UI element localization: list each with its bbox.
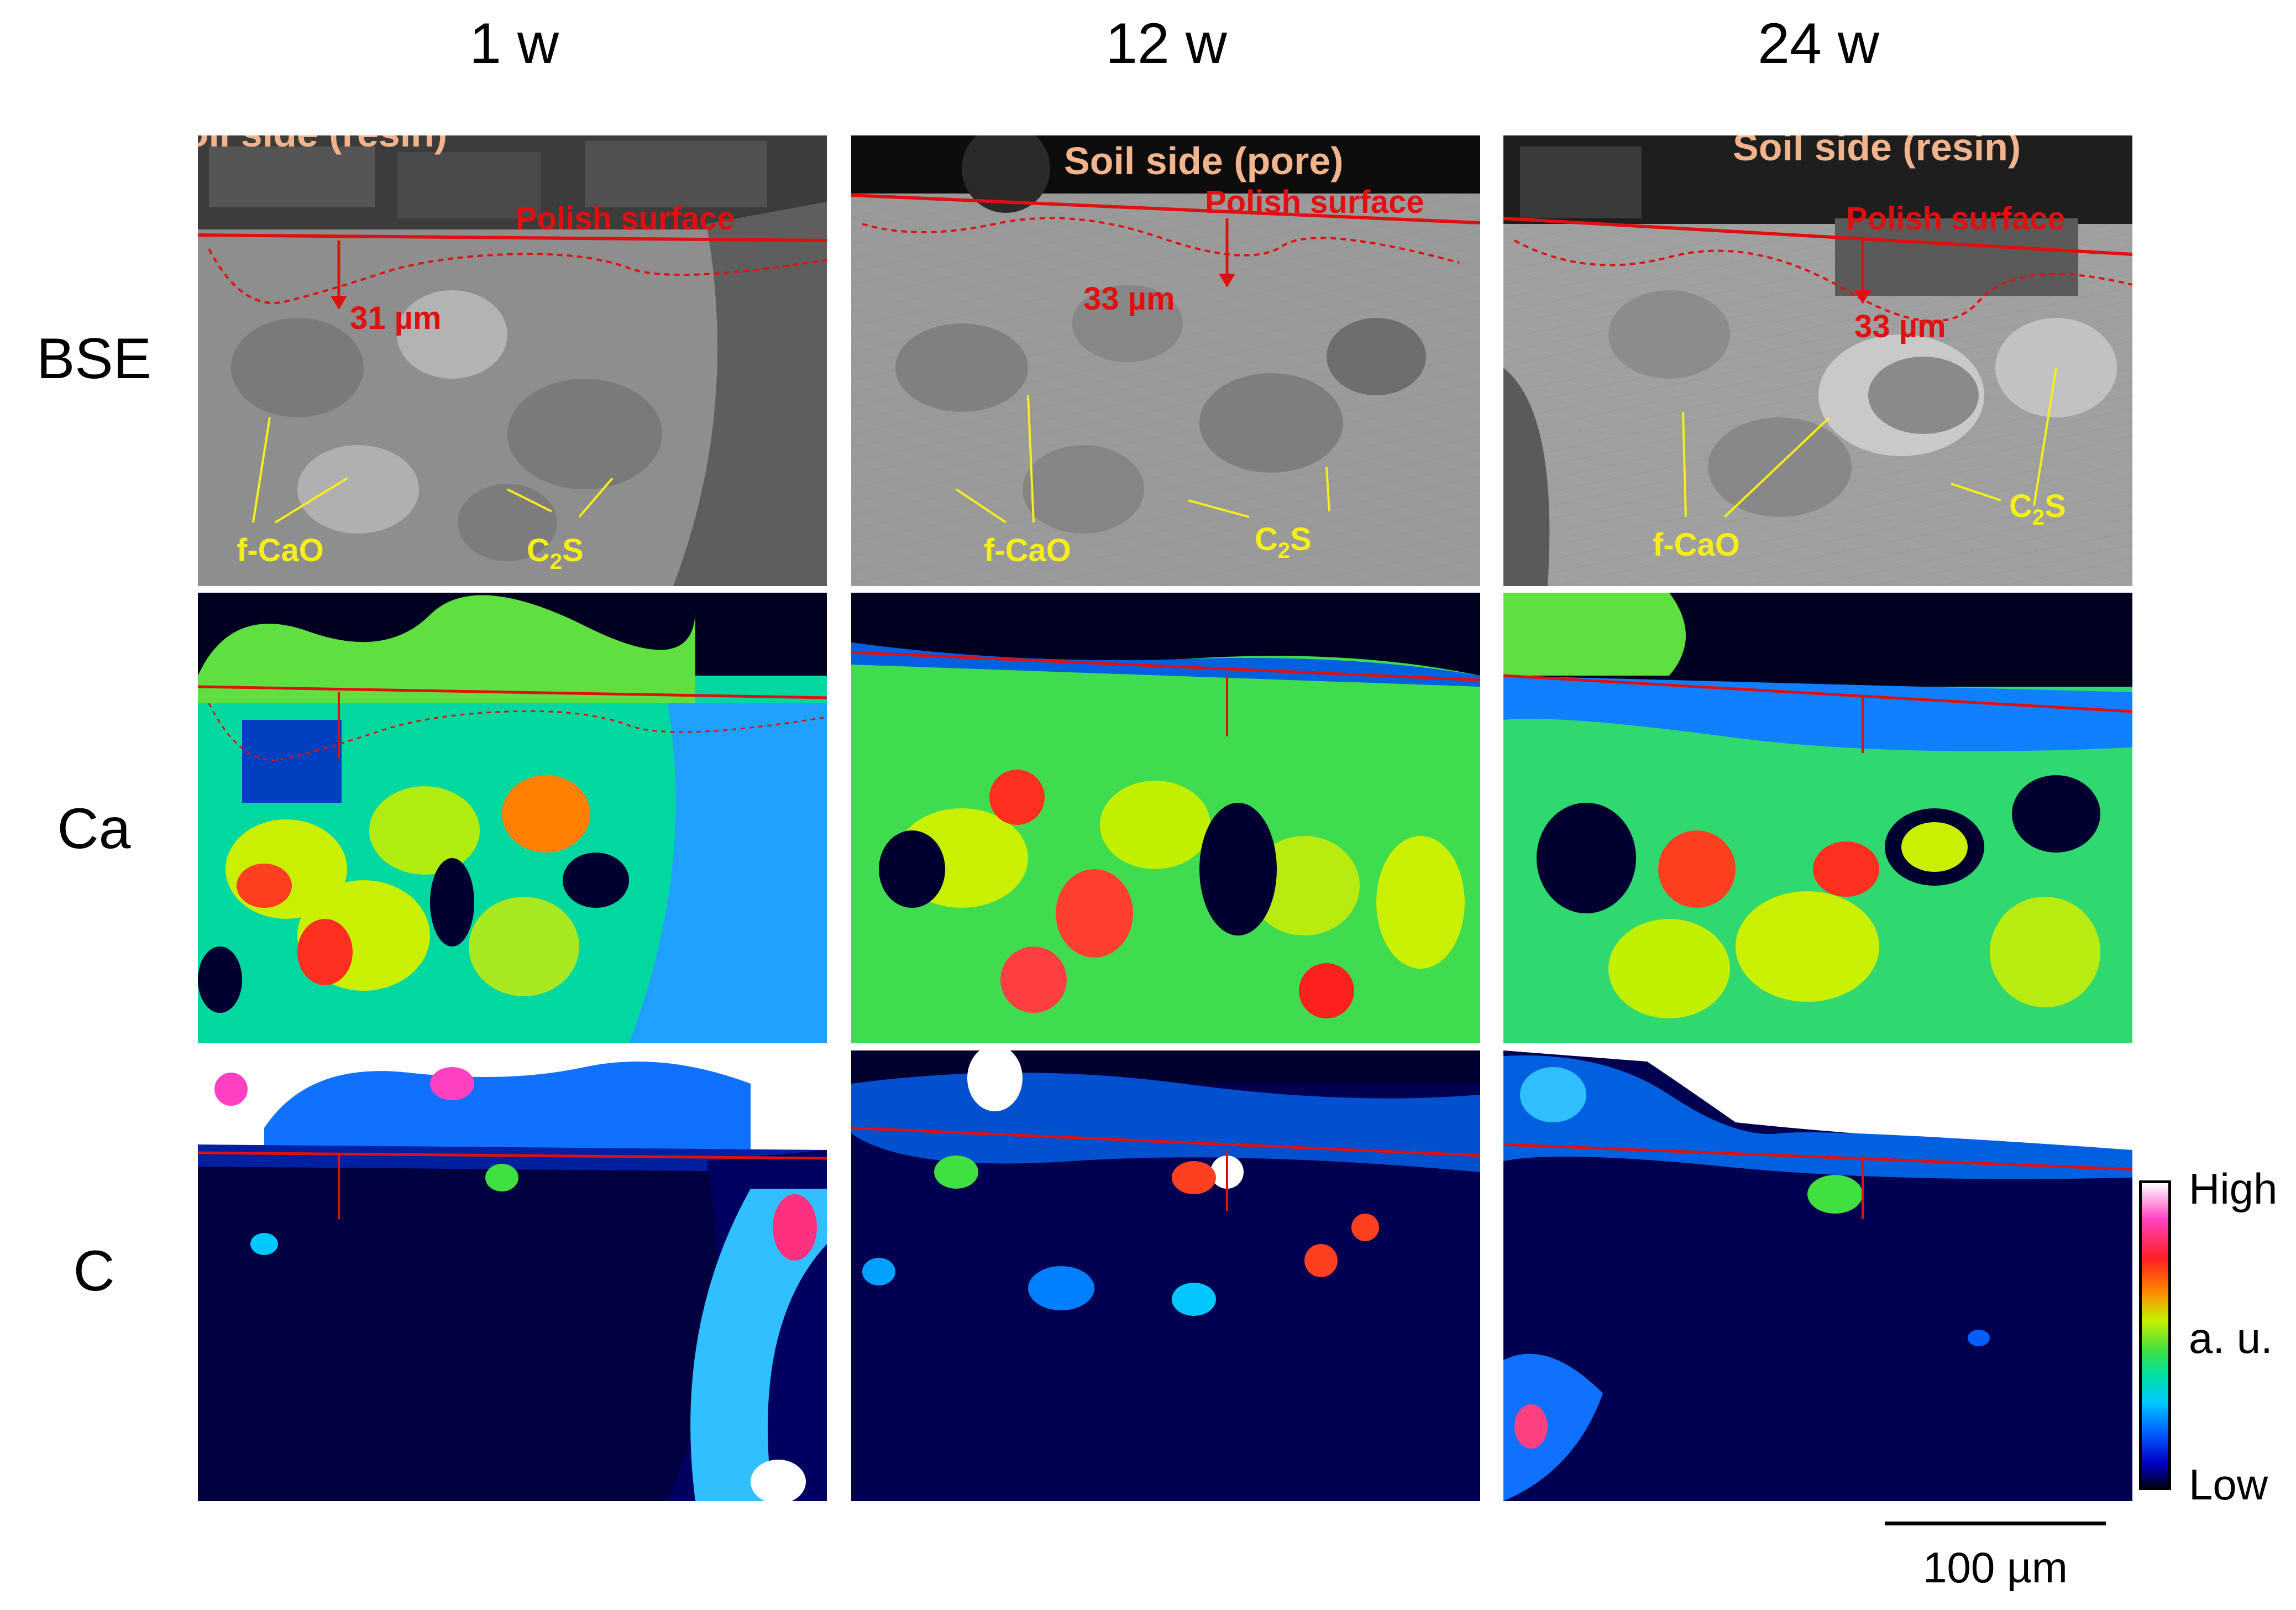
phase1-label-1w: f-CaO: [237, 532, 324, 568]
legend-high-label: High: [2189, 1164, 2278, 1213]
phase2-label-12w: C2S: [1255, 521, 1312, 563]
column-title-1w: 1 w: [469, 12, 559, 76]
scale-bar-label: 100 µm: [1923, 1543, 2068, 1592]
column-title-24w: 24 w: [1758, 12, 1879, 76]
c-map-24w: [1503, 1050, 2132, 1501]
phase2-label-1w: C2S: [527, 532, 584, 574]
colormap-legend-bar: [2139, 1180, 2171, 1490]
column-title-12w: 12 w: [1105, 12, 1227, 76]
ca-map-1w: [198, 593, 827, 1043]
phase2-label-24w: C2S: [2009, 488, 2066, 530]
scale-bar: [1885, 1522, 2106, 1525]
c-map-1w: [198, 1050, 827, 1501]
side-label-24w: Soil side (resin): [1733, 135, 2021, 169]
bse-panel-1w: Soil side (resin) Polish surface 31 µm f…: [198, 135, 827, 586]
polish-label-1w: Polish surface: [516, 201, 735, 237]
bse-panel-12w: Soil side (pore) Polish surface 33 µm f-…: [851, 135, 1480, 586]
ca-map-12w: [851, 593, 1480, 1043]
row-title-bse: BSE: [36, 327, 152, 391]
legend-low-label: Low: [2189, 1460, 2268, 1509]
row-title-c: C: [73, 1239, 115, 1303]
row-title-ca: Ca: [57, 797, 131, 861]
phase1-label-12w: f-CaO: [984, 532, 1071, 568]
polish-label-24w: Polish surface: [1846, 201, 2065, 237]
bse-panel-24w: Soil side (resin) Polish surface 33 µm f…: [1503, 135, 2132, 586]
legend-mid-label: a. u.: [2189, 1314, 2273, 1362]
depth-label-24w: 33 µm: [1854, 309, 1946, 344]
phase1-label-24w: f-CaO: [1653, 527, 1740, 563]
depth-label-1w: 31 µm: [350, 300, 442, 336]
depth-label-12w: 33 µm: [1083, 281, 1175, 317]
c-map-12w: [851, 1050, 1480, 1501]
polish-label-12w: Polish surface: [1205, 184, 1424, 220]
side-label-1w: Soil side (resin): [198, 135, 447, 155]
side-label-12w: Soil side (pore): [1064, 139, 1344, 182]
ca-map-24w: [1503, 593, 2132, 1043]
